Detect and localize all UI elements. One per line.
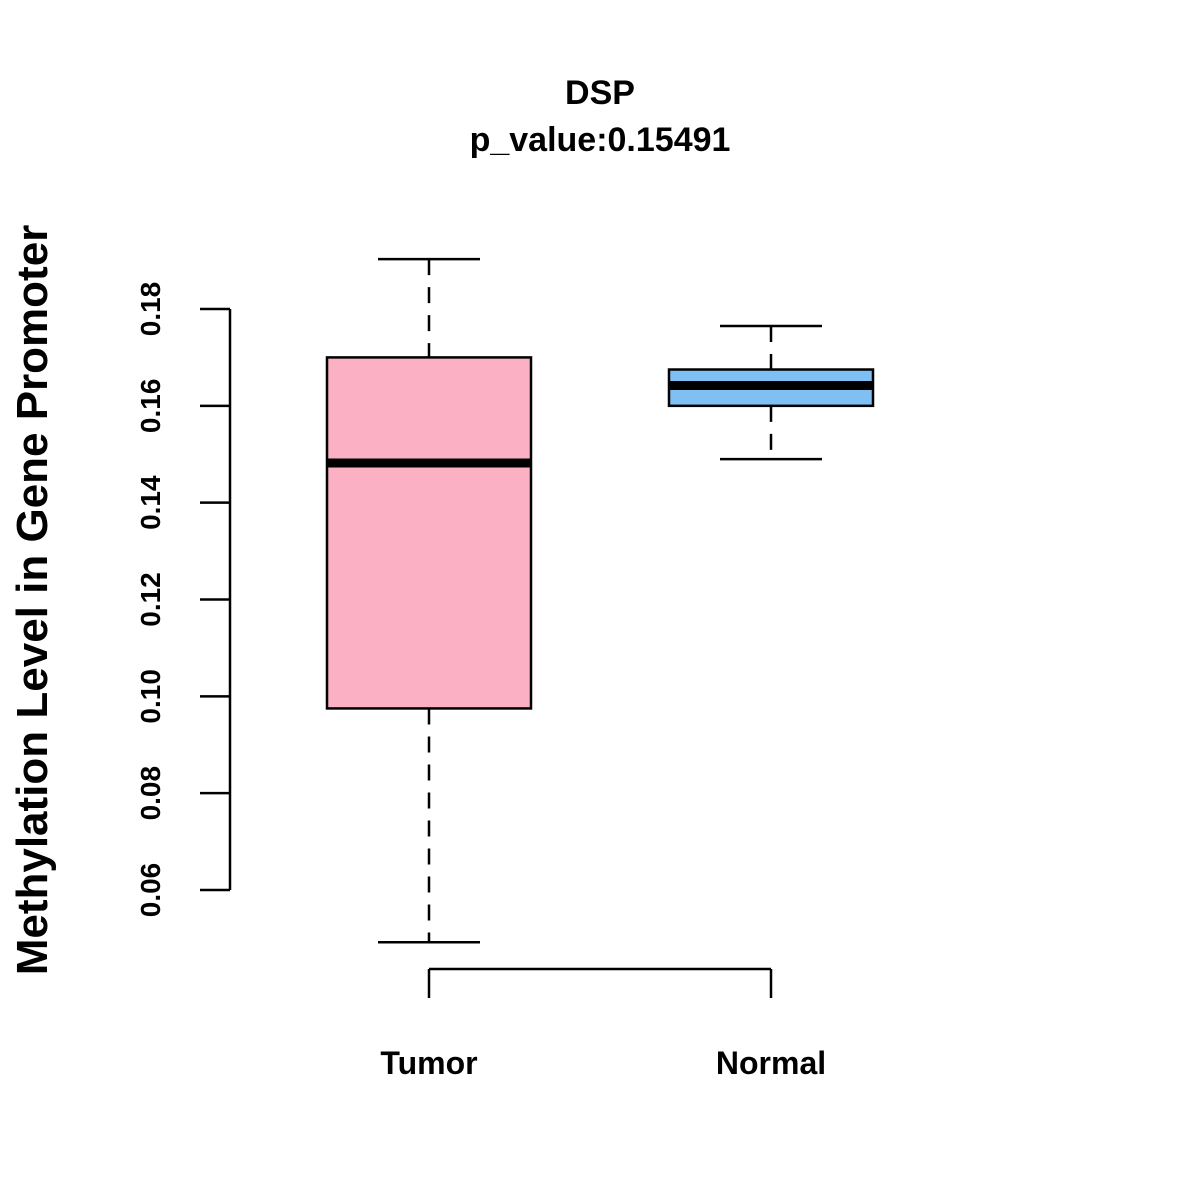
chart-subtitle: p_value:0.15491 (470, 121, 731, 159)
box-tumor (325, 257, 533, 944)
y-tick-label: 0.08 (135, 766, 166, 821)
y-tick-label: 0.18 (135, 282, 166, 337)
y-tick-label: 0.14 (135, 475, 166, 530)
iqr-box (325, 356, 533, 710)
boxes (325, 257, 875, 944)
box-normal (667, 324, 875, 461)
y-tick-label: 0.06 (135, 863, 166, 918)
chart-title: DSP (565, 74, 635, 112)
y-axis: 0.06 0.08 0.10 0.12 0.14 0.16 0.18 (135, 282, 232, 918)
y-tick-label: 0.12 (135, 572, 166, 627)
y-axis-label: Methylation Level in Gene Promoter (8, 225, 57, 976)
y-tick-label: 0.10 (135, 669, 166, 724)
y-tick-label: 0.16 (135, 379, 166, 434)
x-tick-label: Normal (716, 1045, 826, 1081)
x-axis: Tumor Normal (380, 967, 826, 1081)
x-tick-label: Tumor (380, 1045, 477, 1081)
